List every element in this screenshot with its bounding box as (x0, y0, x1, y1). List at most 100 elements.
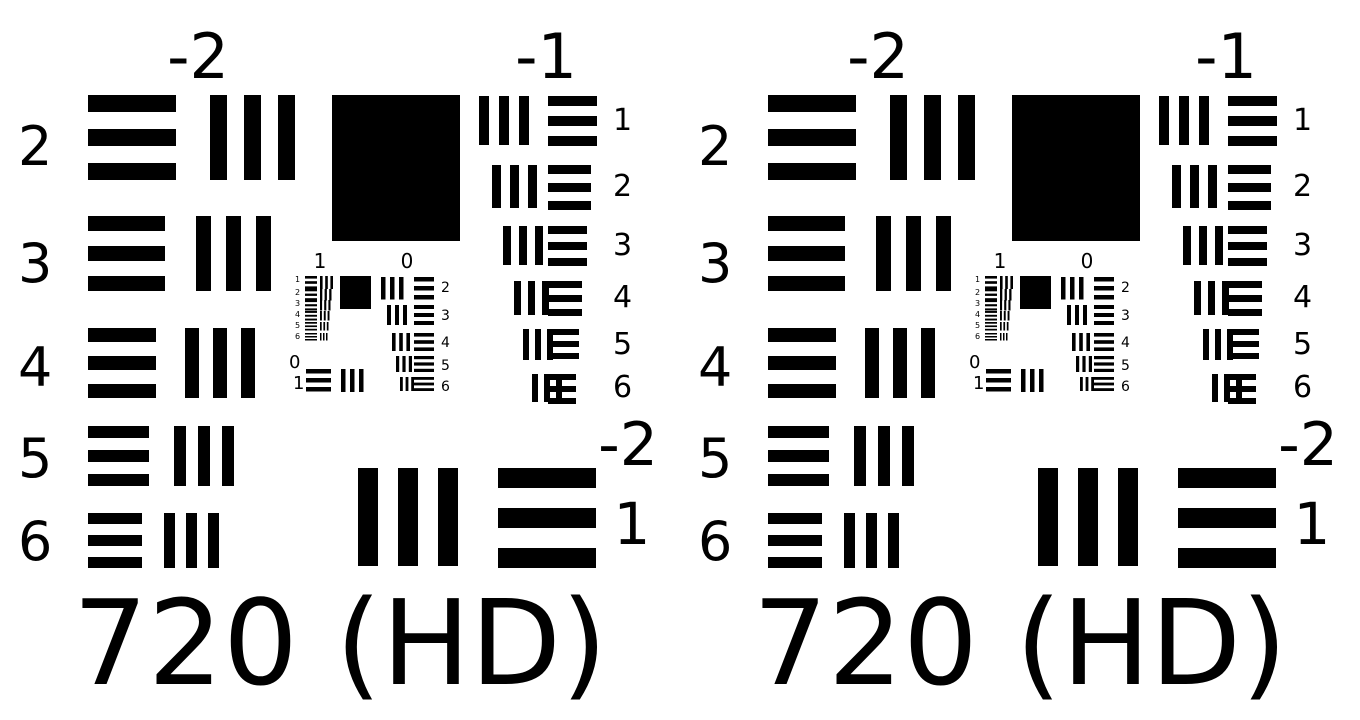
vertical-bars-right-0-bar (1159, 96, 1169, 145)
horizontal-bars-right-2-bar (1228, 258, 1267, 266)
group-label-top-left: -2 (847, 20, 909, 93)
horizontal-bars-left-3-bar (768, 426, 829, 438)
inner-hbars-left-0 (305, 276, 317, 289)
inner-vbars-left-4-bar (320, 322, 322, 331)
vertical-bars-left-4 (844, 513, 899, 568)
inner-group-label-right: 0 (1081, 249, 1094, 273)
element-label-left-3: 5 (18, 427, 52, 490)
inner-hbars-right-0-bar (414, 286, 434, 291)
horizontal-bars-left-3-bar (88, 426, 149, 438)
inner-vbars-left-2-bar (324, 300, 327, 311)
vertical-bars-right-5-bar (1224, 374, 1230, 402)
vertical-bars-left-1-bar (936, 216, 951, 291)
inner-vbars-left-5-bar (1000, 333, 1002, 341)
horizontal-bars-right-2-bar (1228, 242, 1267, 250)
inner-hbars-right-0-bar (1094, 277, 1114, 282)
vertical-bars-right-3-bar (514, 281, 521, 315)
inner-hbars-right-1-bar (414, 305, 434, 309)
inner-hbars-left-1-bar (305, 289, 317, 292)
inner-vbars-bottom-bar (350, 369, 355, 392)
vertical-bars-left-1-bar (256, 216, 271, 291)
inner-hbars-left-1 (305, 289, 317, 301)
horizontal-bars-right-2 (1228, 226, 1267, 266)
horizontal-bars-left-3 (768, 426, 829, 486)
inner-hbars-right-3-bar (1094, 368, 1114, 372)
inner-vbars-left-1-bar (324, 289, 327, 301)
vertical-bars-left-0 (210, 95, 295, 180)
inner-hbars-bottom-bar (986, 378, 1011, 383)
inner-vbars-right-0-bar (1070, 277, 1075, 300)
vertical-bars-left-3-bar (902, 426, 914, 486)
vertical-bars-right-4-bar (523, 329, 529, 360)
inner-vbars-bottom (1021, 369, 1044, 392)
inner-label-left-3: 4 (295, 310, 300, 319)
inner-hbars-right-1-bar (414, 313, 434, 317)
inner-hbars-right-2-bar (1094, 340, 1114, 344)
inner-vbars-left-0-bar (325, 276, 328, 289)
inner-hbars-left-4-bar (305, 322, 317, 324)
inner-label-right-2: 4 (441, 335, 450, 351)
central-square (332, 95, 460, 241)
inner-hbars-right-4 (414, 377, 434, 391)
inner-hbars-right-1-bar (1094, 313, 1114, 317)
group-label-top-right: -1 (1195, 20, 1257, 93)
inner-vbars-right-0-bar (1061, 277, 1066, 300)
caption: 720 (HD) (753, 574, 1287, 712)
horizontal-bars-left-3-bar (768, 474, 829, 486)
vertical-bars-right-2-bar (503, 226, 511, 265)
horizontal-bars-left-1 (88, 216, 165, 291)
inner-hbars-left-3-bar (305, 318, 317, 321)
inner-vbars-right-2-bar (1086, 333, 1090, 351)
inner-hbars-left-2-bar (985, 308, 997, 311)
inner-hbars-left-2-bar (985, 300, 997, 303)
horizontal-bars-large (1178, 468, 1276, 568)
inner-hbars-right-0-bar (414, 277, 434, 282)
vertical-bars-left-0-bar (210, 95, 227, 180)
horizontal-bars-left-4-bar (768, 557, 822, 568)
inner-vbars-right-3-bar (1088, 356, 1092, 372)
vertical-bars-right-1-bar (1190, 165, 1199, 208)
element-label-right-4: 5 (1293, 327, 1312, 362)
inner-vbars-right-1-bar (395, 305, 399, 325)
horizontal-bars-right-2-bar (548, 226, 587, 234)
horizontal-bars-right-2-bar (548, 242, 587, 250)
inner-vbars-right-1 (1067, 305, 1087, 325)
vertical-bars-right-2 (503, 226, 543, 265)
inner-hbars-left-4-bar (305, 325, 317, 328)
inner-vbars-right-3 (1076, 356, 1092, 372)
vertical-bars-right-0-bar (499, 96, 509, 145)
horizontal-bars-right-2 (548, 226, 587, 266)
element-label-right-5: 6 (613, 370, 632, 405)
inner-hbars-left-0-bar (305, 281, 317, 284)
caption: 720 (HD) (73, 574, 607, 712)
vertical-bars-large-bar (1078, 468, 1098, 566)
inner-hbars-right-2-bar (1094, 347, 1114, 351)
vertical-bars-right-1-bar (510, 165, 519, 208)
inner-hbars-right-4-bar (414, 388, 434, 391)
inner-hbars-left-4-bar (985, 325, 997, 328)
horizontal-bars-right-3 (1228, 281, 1262, 316)
inner-label-left-0: 1 (295, 275, 300, 284)
horizontal-bars-right-1-bar (548, 201, 591, 210)
inner-vbars-right-2-bar (1079, 333, 1083, 351)
inner-hbars-left-3-bar (985, 314, 997, 317)
vertical-bars-left-2 (185, 328, 255, 398)
inner-vbars-right-0-bar (390, 277, 395, 300)
inner-label-left-2: 3 (975, 299, 980, 308)
inner-vbars-left-4 (320, 322, 329, 331)
horizontal-bars-left-4-bar (88, 535, 142, 546)
vertical-bars-left-4-bar (888, 513, 899, 568)
inner-hbars-left-2 (305, 300, 317, 311)
inner-vbars-left-2-bar (328, 300, 331, 311)
group-label-bottom-right: -2 (1278, 410, 1338, 480)
inner-label-right-0: 2 (1121, 280, 1130, 296)
inner-vbars-left-0-bar (1000, 276, 1003, 289)
inner-label-right-1: 3 (441, 308, 450, 324)
vertical-bars-left-2 (865, 328, 935, 398)
inner-vbars-left-0-bar (330, 276, 333, 289)
inner-hbars-right-3-bar (1094, 362, 1114, 366)
